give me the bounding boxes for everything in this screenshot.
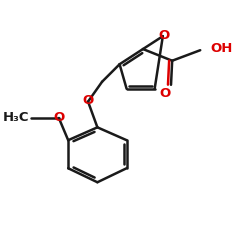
Text: H₃C: H₃C — [2, 111, 29, 124]
Text: O: O — [158, 28, 170, 42]
Text: O: O — [54, 111, 65, 124]
Text: O: O — [160, 87, 171, 100]
Text: O: O — [82, 94, 93, 108]
Text: OH: OH — [211, 42, 233, 55]
